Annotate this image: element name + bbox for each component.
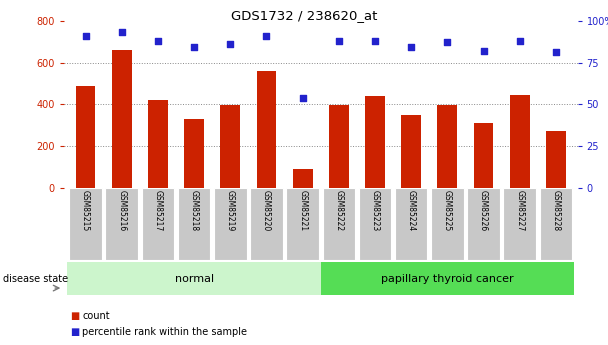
Point: [261, 33, 271, 39]
Bar: [510, 95, 530, 188]
Bar: [214, 188, 247, 260]
Bar: [322, 188, 355, 260]
Bar: [431, 188, 464, 260]
Bar: [329, 106, 349, 188]
Text: GSM85223: GSM85223: [370, 190, 379, 231]
Point: [406, 45, 416, 50]
Bar: [220, 106, 240, 188]
Text: GSM85224: GSM85224: [407, 190, 416, 231]
Text: GSM85217: GSM85217: [153, 190, 162, 231]
Bar: [67, 262, 321, 295]
Text: GSM85218: GSM85218: [190, 190, 199, 231]
Text: GSM85219: GSM85219: [226, 190, 235, 231]
Text: GSM85227: GSM85227: [515, 190, 524, 231]
Text: GSM85215: GSM85215: [81, 190, 90, 231]
Bar: [546, 130, 566, 188]
Point: [81, 33, 91, 39]
Point: [153, 38, 163, 43]
Bar: [359, 188, 392, 260]
Bar: [184, 119, 204, 188]
Bar: [286, 188, 319, 260]
Point: [370, 38, 380, 43]
Point: [551, 50, 561, 55]
Point: [478, 48, 488, 53]
Point: [226, 41, 235, 47]
Bar: [112, 50, 132, 188]
Bar: [105, 188, 138, 260]
Bar: [148, 100, 168, 188]
Bar: [292, 169, 313, 188]
Text: GSM85216: GSM85216: [117, 190, 126, 231]
Point: [334, 38, 344, 43]
Text: GDS1732 / 238620_at: GDS1732 / 238620_at: [231, 9, 377, 22]
Bar: [250, 188, 283, 260]
Point: [298, 95, 308, 100]
Bar: [540, 188, 572, 260]
Point: [443, 40, 452, 45]
Bar: [365, 96, 385, 188]
Text: GSM85222: GSM85222: [334, 190, 344, 231]
Text: count: count: [82, 311, 109, 321]
Bar: [178, 188, 210, 260]
Point: [117, 30, 126, 35]
Text: GSM85228: GSM85228: [551, 190, 561, 231]
Text: GSM85225: GSM85225: [443, 190, 452, 231]
Text: normal: normal: [174, 274, 213, 284]
Text: percentile rank within the sample: percentile rank within the sample: [82, 327, 247, 337]
Bar: [503, 188, 536, 260]
Text: GSM85221: GSM85221: [298, 190, 307, 231]
Text: GSM85220: GSM85220: [262, 190, 271, 231]
Bar: [468, 188, 500, 260]
Point: [515, 38, 525, 43]
Bar: [75, 86, 95, 188]
Bar: [69, 188, 102, 260]
Text: ■: ■: [70, 327, 79, 337]
Bar: [437, 106, 457, 188]
Bar: [257, 71, 277, 188]
Text: GSM85226: GSM85226: [479, 190, 488, 231]
Bar: [395, 188, 427, 260]
Text: ■: ■: [70, 311, 79, 321]
Bar: [321, 262, 574, 295]
Point: [189, 45, 199, 50]
Text: papillary thyroid cancer: papillary thyroid cancer: [381, 274, 514, 284]
Bar: [401, 115, 421, 188]
Text: disease state: disease state: [3, 274, 68, 284]
Bar: [142, 188, 174, 260]
Bar: [474, 123, 494, 188]
